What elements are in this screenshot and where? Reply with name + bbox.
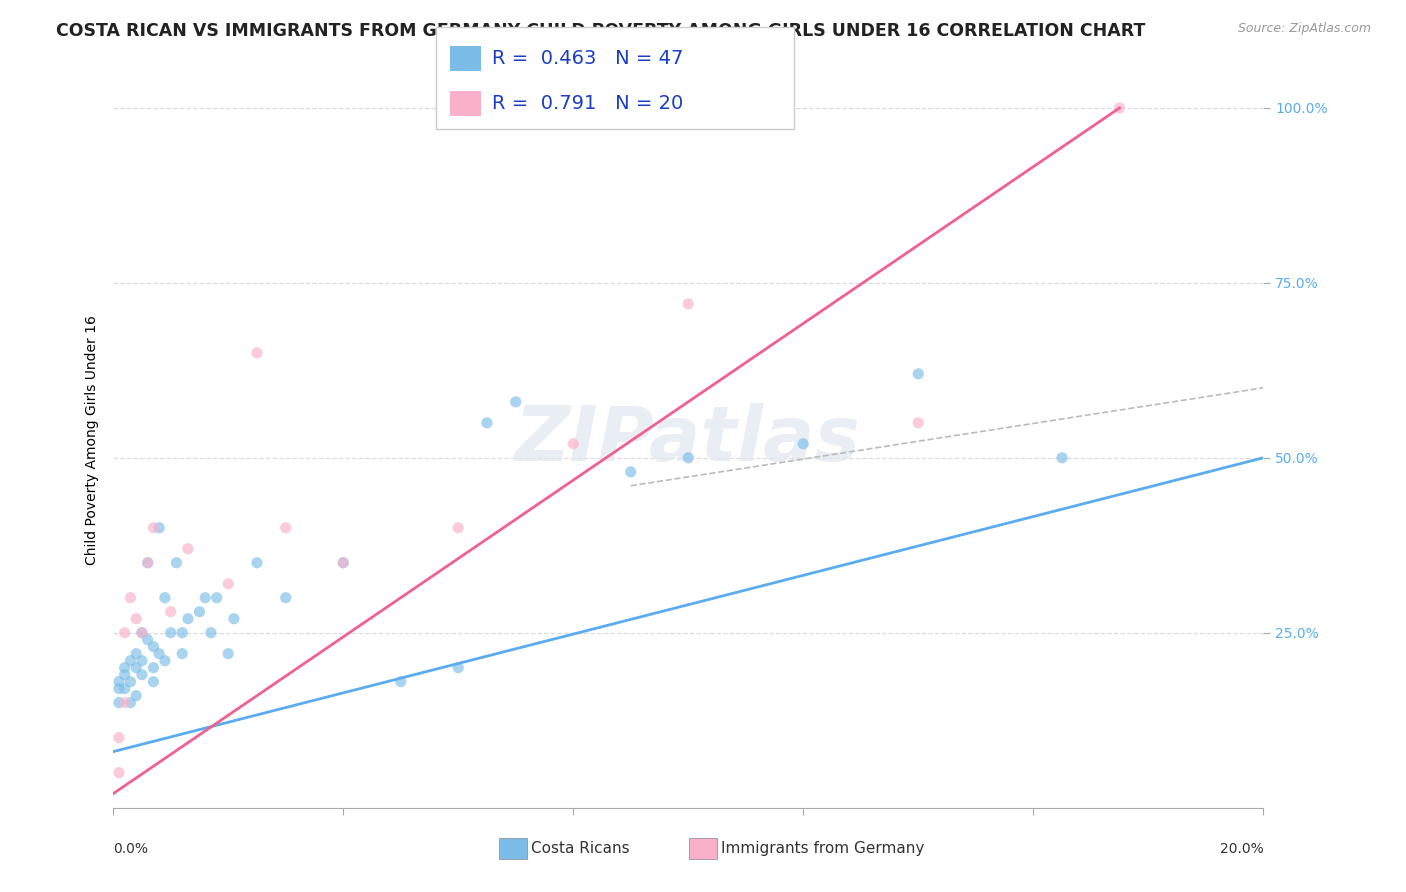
Text: Source: ZipAtlas.com: Source: ZipAtlas.com [1237,22,1371,36]
Point [159,605,181,619]
Point [274,591,297,605]
Point [447,521,470,535]
Point [120,654,142,668]
Point [125,612,148,626]
Point [172,625,194,640]
Point [125,647,148,661]
Point [108,674,131,689]
Point [165,556,187,570]
Point [172,647,194,661]
Point [222,612,245,626]
Point [108,731,131,745]
Point [562,437,585,451]
Point [136,556,159,570]
Point [188,605,211,619]
Point [246,346,269,360]
Point [274,521,297,535]
Point [142,674,165,689]
Point [120,674,142,689]
Y-axis label: Child Poverty Among Girls Under 16: Child Poverty Among Girls Under 16 [86,316,100,566]
Point [125,661,148,675]
Point [153,654,176,668]
Point [142,640,165,654]
Point [142,661,165,675]
Point [205,591,228,605]
Point [131,667,153,681]
Text: 20.0%: 20.0% [1219,841,1264,855]
Point [1108,101,1130,115]
Point [159,625,181,640]
Point [114,696,136,710]
Point [114,625,136,640]
Text: Immigrants from Germany: Immigrants from Germany [721,841,925,856]
Point [505,394,527,409]
Point [108,681,131,696]
Text: R =  0.463   N = 47: R = 0.463 N = 47 [492,49,683,69]
Point [131,625,153,640]
Point [177,541,200,556]
Point [136,556,159,570]
Point [120,591,142,605]
Point [907,416,929,430]
Point [177,612,200,626]
Point [114,667,136,681]
Point [389,674,412,689]
Text: ZIPatlas: ZIPatlas [515,403,862,477]
Point [1050,450,1073,465]
Point [114,661,136,675]
Point [148,647,170,661]
Text: 0.0%: 0.0% [114,841,148,855]
Text: R =  0.791   N = 20: R = 0.791 N = 20 [492,94,683,113]
Point [217,647,239,661]
Point [792,437,814,451]
Point [332,556,354,570]
Point [475,416,498,430]
Point [125,689,148,703]
Point [131,654,153,668]
Point [246,556,269,570]
Text: COSTA RICAN VS IMMIGRANTS FROM GERMANY CHILD POVERTY AMONG GIRLS UNDER 16 CORREL: COSTA RICAN VS IMMIGRANTS FROM GERMANY C… [56,22,1146,40]
Point [114,681,136,696]
Point [678,297,700,311]
Point [620,465,643,479]
Point [678,450,700,465]
Point [332,556,354,570]
Text: Costa Ricans: Costa Ricans [531,841,630,856]
Point [217,576,239,591]
Point [447,661,470,675]
Point [907,367,929,381]
Point [194,591,217,605]
Point [108,765,131,780]
Point [153,591,176,605]
Point [131,625,153,640]
Point [120,696,142,710]
Point [108,696,131,710]
Point [136,632,159,647]
Point [200,625,222,640]
Point [142,521,165,535]
Point [148,521,170,535]
